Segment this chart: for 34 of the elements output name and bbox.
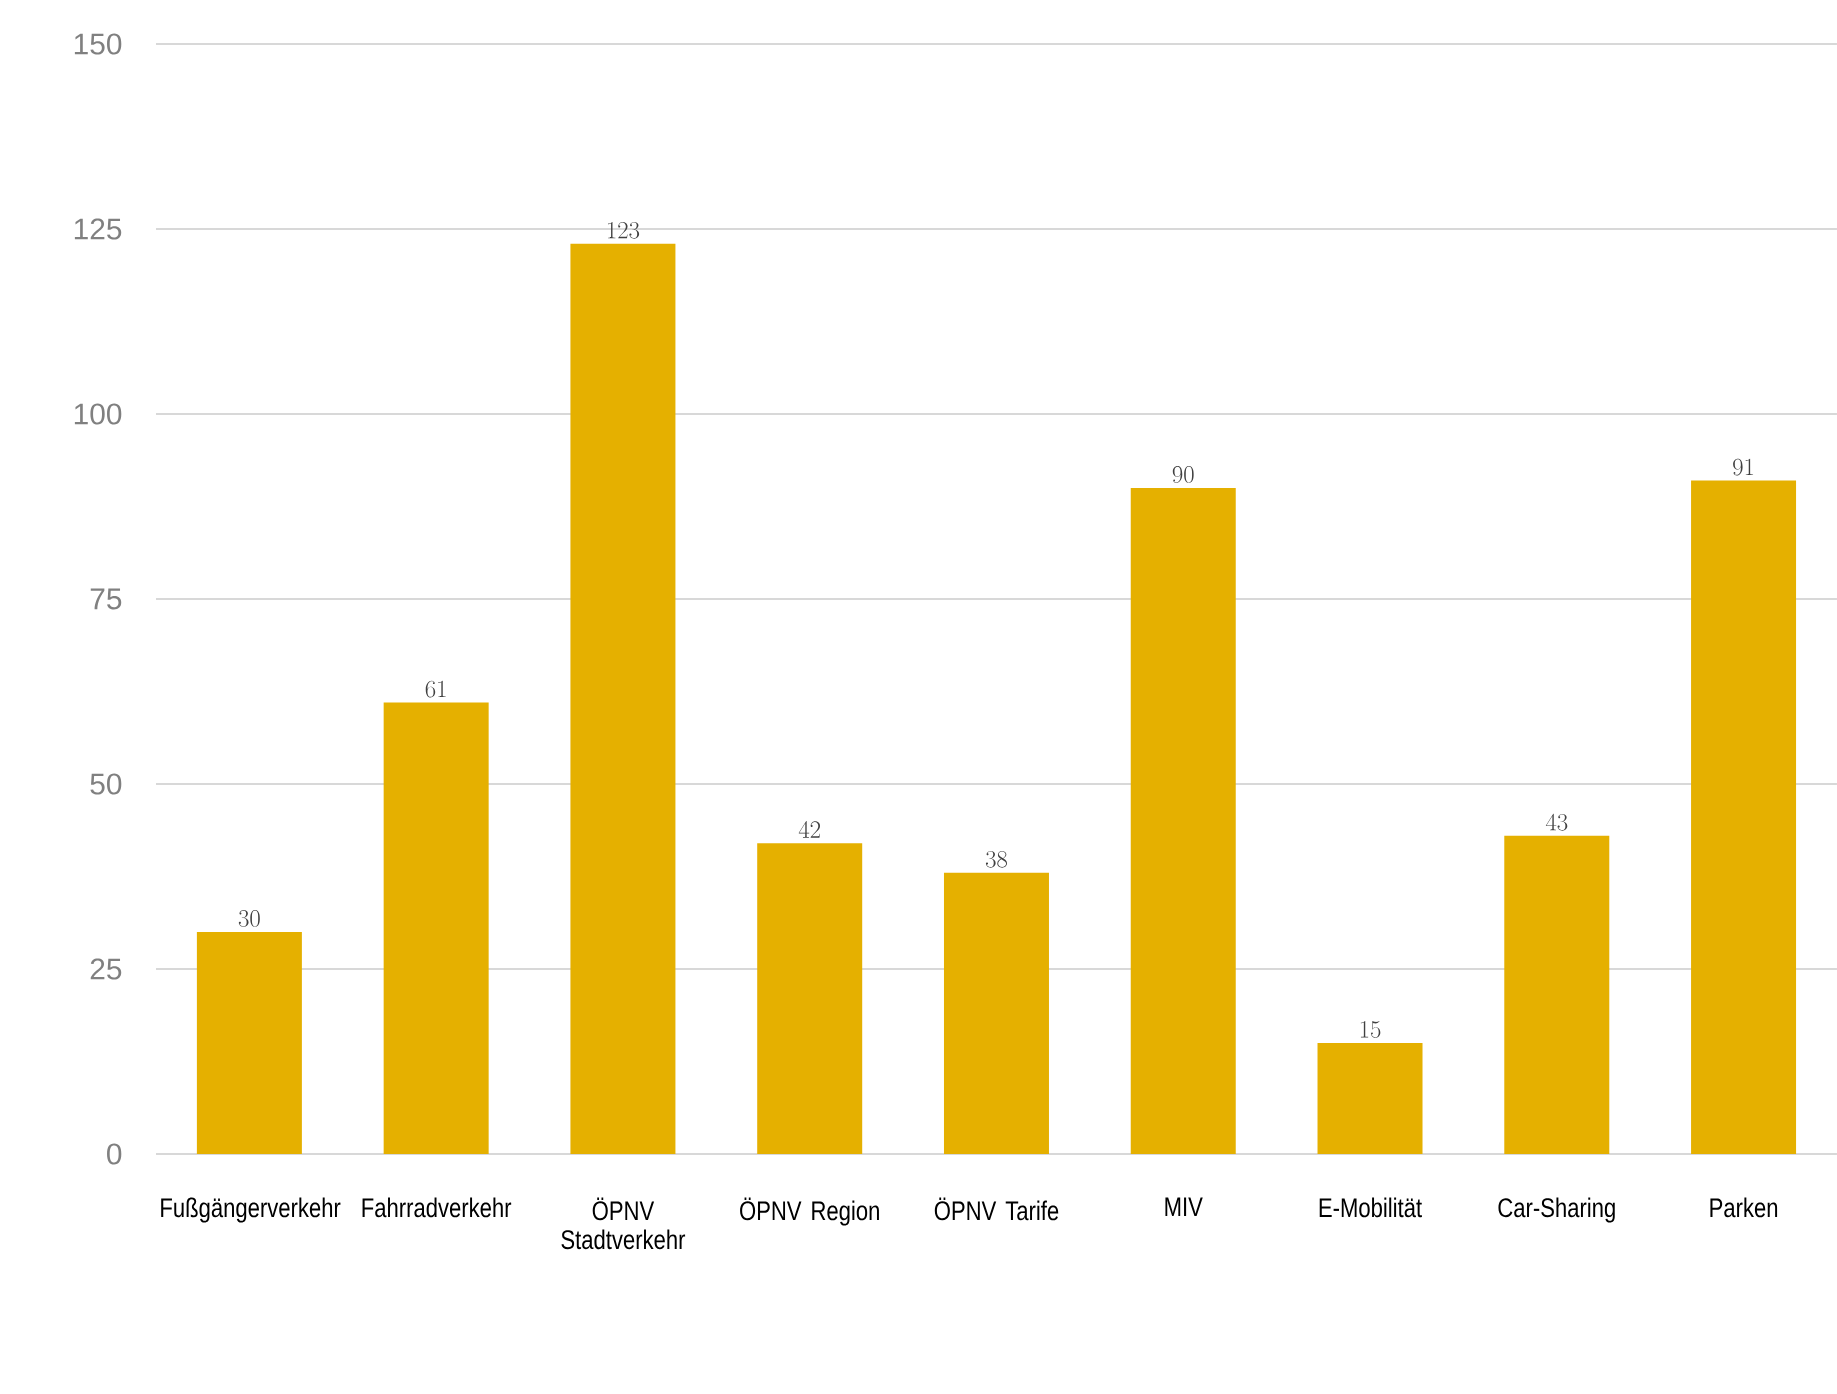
x-tick-label: ÖPNV Region — [740, 1197, 879, 1226]
y-tick-label: 25 — [90, 958, 122, 980]
bar — [1317, 1043, 1423, 1154]
y-tick-label: 100 — [74, 403, 122, 425]
bar — [1691, 480, 1797, 1154]
bar — [383, 702, 489, 1154]
bar — [757, 843, 863, 1154]
x-tick-label: Car-Sharing — [1498, 1197, 1615, 1223]
data-label: 43 — [1545, 813, 1568, 831]
bar — [570, 243, 676, 1154]
data-label: 123 — [608, 221, 640, 239]
data-label: 30 — [238, 910, 260, 927]
y-tick-label: 75 — [90, 588, 122, 610]
bar — [1504, 835, 1610, 1154]
x-tick-label: Parken — [1710, 1197, 1778, 1218]
x-tick-label: Fußgängerverkehr — [161, 1197, 341, 1223]
x-tick-label: ÖPNV Tarife — [934, 1197, 1059, 1221]
x-tick-label: E-Mobilität — [1319, 1197, 1422, 1218]
y-tick-label: 125 — [74, 218, 122, 240]
bar — [1130, 488, 1236, 1154]
data-label: 15 — [1360, 1021, 1381, 1038]
y-tick-label: 150 — [74, 33, 122, 55]
bar — [196, 932, 302, 1154]
y-tick-label: 0 — [107, 1143, 122, 1165]
bar — [943, 872, 1049, 1154]
data-label: 61 — [425, 680, 446, 698]
x-tick-label: MIV — [1165, 1197, 1203, 1217]
data-label: 42 — [798, 821, 821, 838]
y-tick-label: 50 — [90, 773, 122, 795]
x-tick-label: Fahrradverkehr — [362, 1197, 512, 1218]
data-label: 90 — [1172, 466, 1194, 483]
x-tick-label: ÖPNV Stadtverkehr — [561, 1197, 686, 1250]
data-label: 38 — [985, 850, 1007, 868]
data-label: 91 — [1733, 458, 1754, 476]
